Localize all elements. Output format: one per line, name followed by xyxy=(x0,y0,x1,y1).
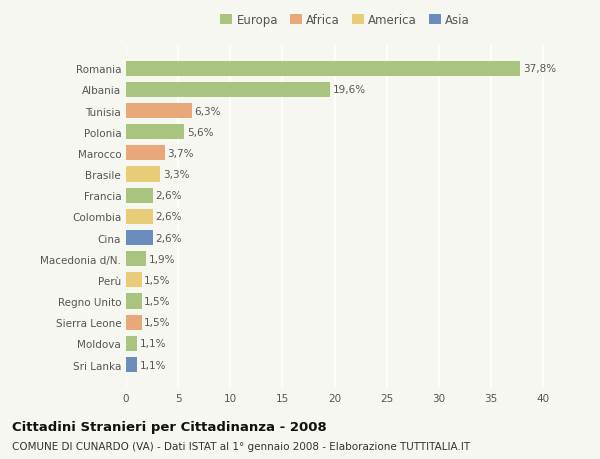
Bar xyxy=(126,188,153,203)
Text: 1,5%: 1,5% xyxy=(144,318,171,327)
Bar xyxy=(126,125,184,140)
Bar xyxy=(126,209,153,224)
Bar xyxy=(126,294,142,309)
Bar xyxy=(126,146,164,161)
Text: 1,1%: 1,1% xyxy=(140,360,167,369)
Text: Cittadini Stranieri per Cittadinanza - 2008: Cittadini Stranieri per Cittadinanza - 2… xyxy=(12,420,327,433)
Text: 6,3%: 6,3% xyxy=(194,106,221,116)
Text: 2,6%: 2,6% xyxy=(156,212,182,222)
Bar xyxy=(126,336,137,351)
Legend: Europa, Africa, America, Asia: Europa, Africa, America, Asia xyxy=(220,14,470,27)
Text: 1,9%: 1,9% xyxy=(148,254,175,264)
Text: 3,3%: 3,3% xyxy=(163,170,190,179)
Text: 1,5%: 1,5% xyxy=(144,275,171,285)
Text: 5,6%: 5,6% xyxy=(187,128,214,137)
Bar xyxy=(126,230,153,246)
Bar xyxy=(126,273,142,288)
Text: 3,7%: 3,7% xyxy=(167,149,194,158)
Bar xyxy=(126,167,160,182)
Bar xyxy=(126,83,331,98)
Text: 1,5%: 1,5% xyxy=(144,297,171,306)
Text: COMUNE DI CUNARDO (VA) - Dati ISTAT al 1° gennaio 2008 - Elaborazione TUTTITALIA: COMUNE DI CUNARDO (VA) - Dati ISTAT al 1… xyxy=(12,441,470,451)
Text: 19,6%: 19,6% xyxy=(333,85,366,95)
Text: 2,6%: 2,6% xyxy=(156,191,182,201)
Bar xyxy=(126,62,520,77)
Bar xyxy=(126,252,146,267)
Text: 37,8%: 37,8% xyxy=(523,64,556,74)
Bar xyxy=(126,104,192,119)
Text: 2,6%: 2,6% xyxy=(156,233,182,243)
Text: 1,1%: 1,1% xyxy=(140,339,167,348)
Bar xyxy=(126,315,142,330)
Bar xyxy=(126,357,137,372)
